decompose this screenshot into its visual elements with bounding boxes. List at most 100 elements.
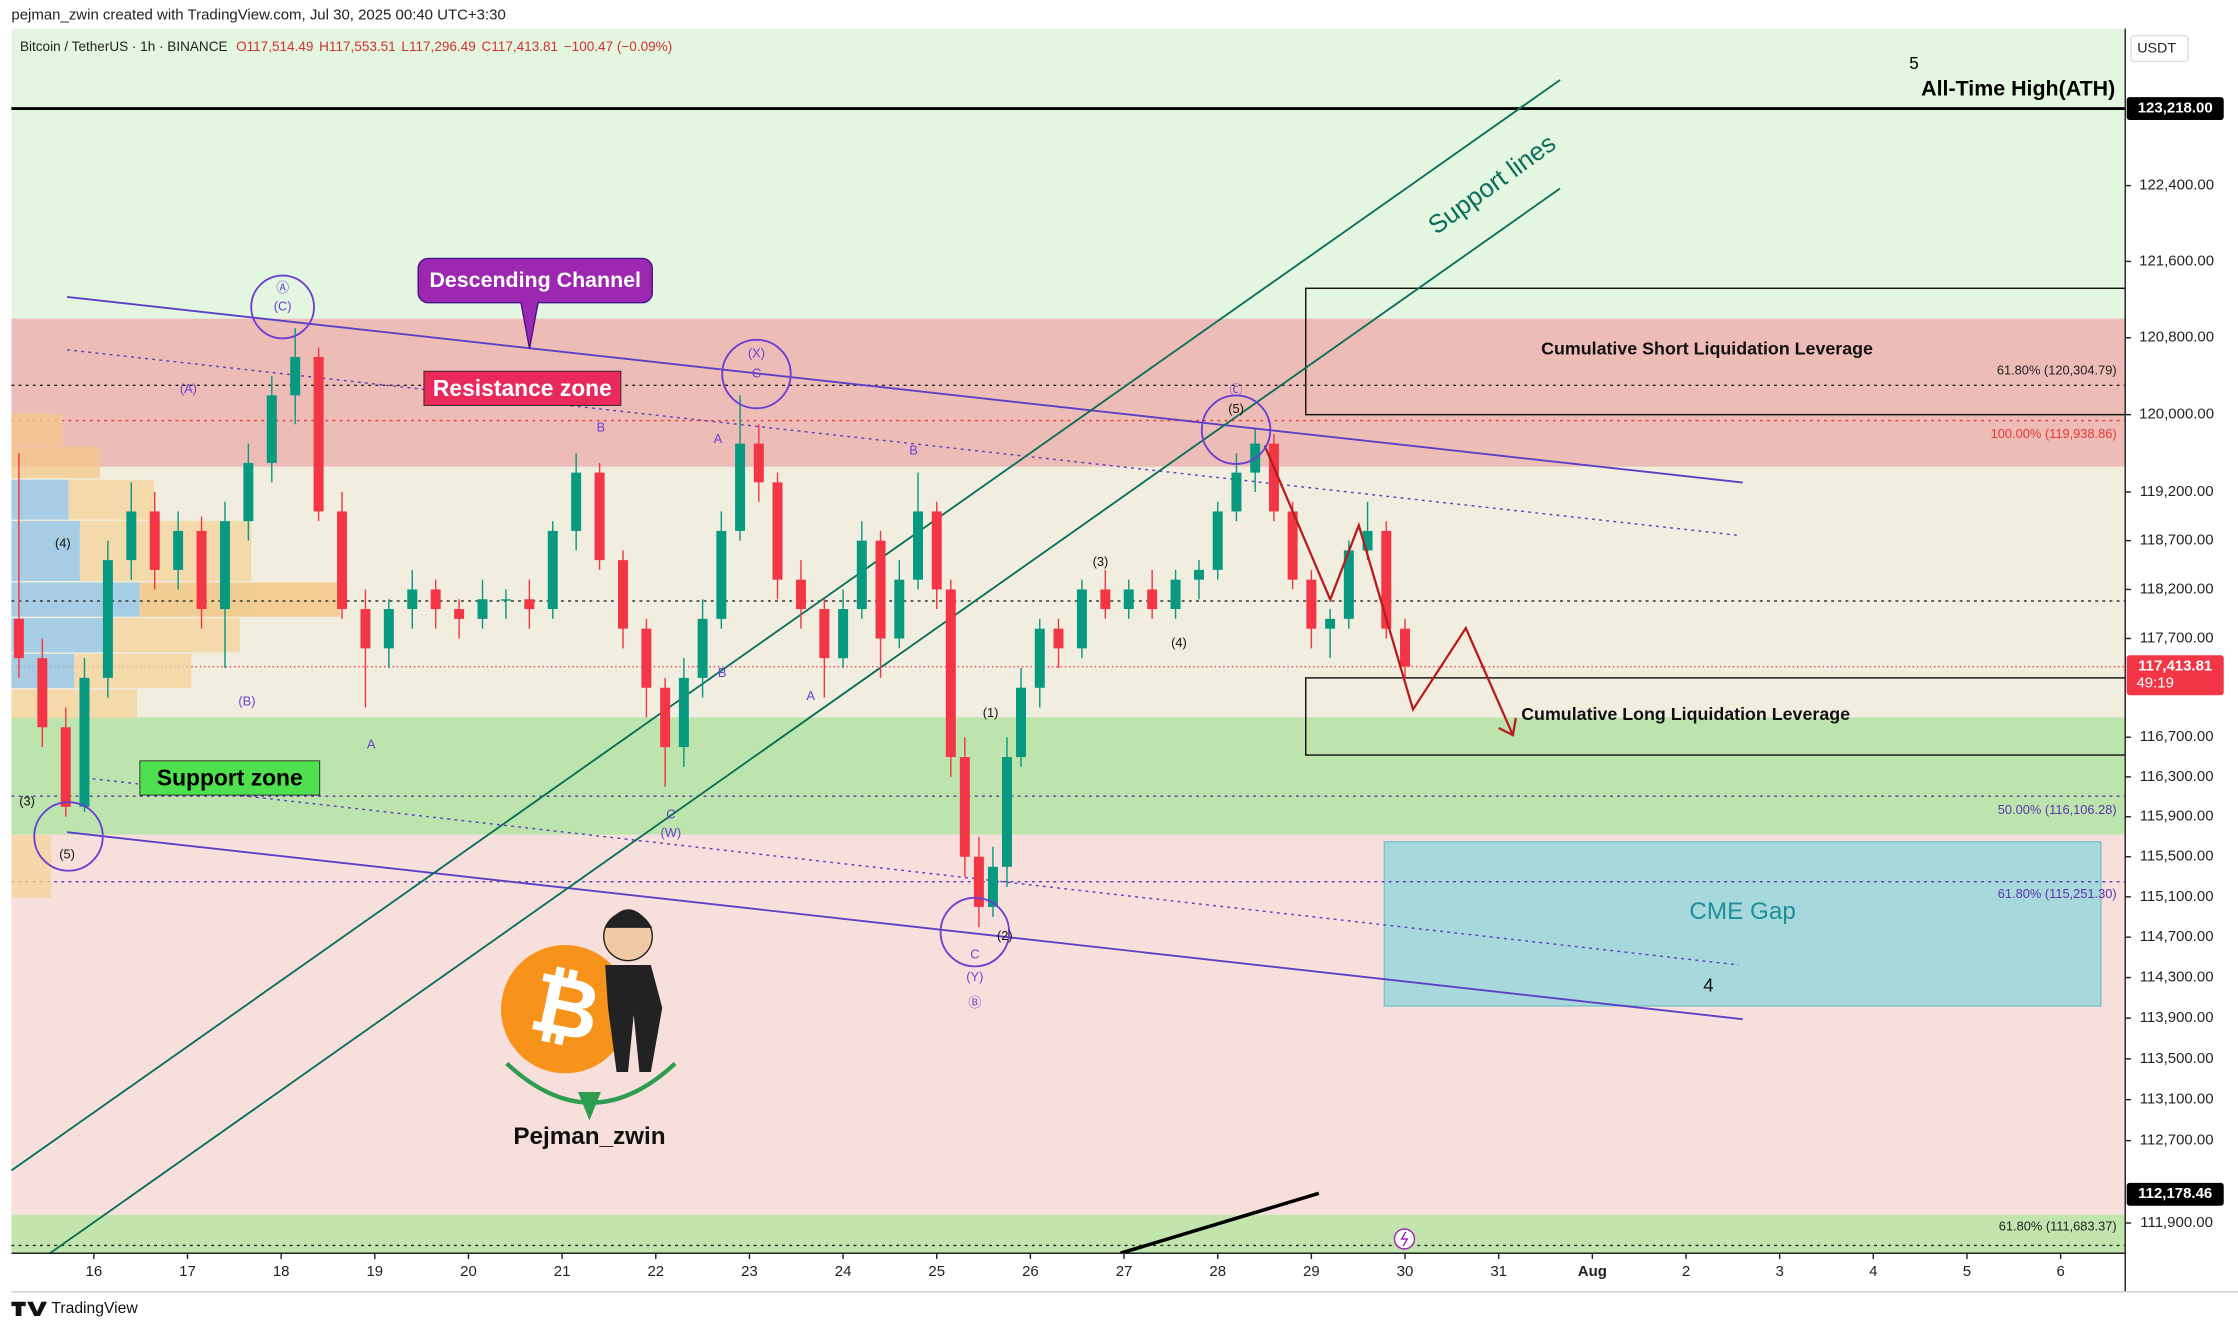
axis-layer: 122,400.00 121,600.00 120,800.00 120,000.00…	[86, 97, 2224, 1280]
author-line: pejman_zwin created with TradingView.com…	[11, 7, 505, 24]
ath-count: 5	[1909, 54, 1919, 73]
candle-body	[660, 687, 671, 748]
candle-body	[819, 609, 830, 659]
fib-label: 61.80% (120,304.79)	[1997, 362, 2117, 377]
ohlc-high: H117,553.51	[319, 39, 396, 54]
x-tick-label: 2	[1682, 1263, 1690, 1280]
profile-bar	[11, 618, 112, 653]
y-tick-label: 113,500.00	[2140, 1050, 2214, 1067]
currency-box	[2130, 35, 2189, 63]
avatar-hair	[605, 909, 653, 928]
x-tick-label: 4	[1869, 1263, 1877, 1280]
y-tick-label: 113,900.00	[2140, 1009, 2214, 1026]
box-label: Cumulative Long Liquidation Leverage	[1521, 704, 1850, 724]
logo-drop	[578, 1091, 601, 1121]
candle-body	[1123, 589, 1134, 610]
y-tick-label: 120,000.00	[2139, 406, 2214, 423]
candle-body	[1268, 443, 1279, 512]
candle-body	[547, 530, 558, 610]
wave-circle	[1200, 394, 1272, 465]
profile-bar	[11, 479, 69, 520]
candle-body	[102, 560, 113, 678]
wave-label: (5)	[1228, 401, 1244, 416]
zone-label-box	[139, 760, 321, 796]
y-tick-label: 121,600.00	[2139, 252, 2214, 269]
wave-label: (2)	[997, 928, 1013, 943]
candle-body	[126, 511, 137, 561]
zone	[11, 318, 2126, 467]
box-label: Cumulative Short Liquidation Leverage	[1541, 338, 1873, 358]
zone-layer	[11, 28, 2126, 1254]
y-tick-label: 122,400.00	[2139, 177, 2214, 194]
avatar-body	[605, 964, 663, 1072]
wave-circle	[33, 801, 104, 872]
x-tick-label: 5	[1963, 1263, 1971, 1280]
candle-body	[219, 521, 230, 610]
y-tick-label: 116,300.00	[2140, 768, 2214, 785]
candle-body	[1076, 589, 1087, 649]
x-tick-label: 20	[460, 1263, 477, 1280]
candle-body	[678, 677, 689, 748]
price-tag-label: 117,413.81	[2138, 658, 2212, 675]
candle-body	[1100, 589, 1111, 610]
x-tick-label: 27	[1116, 1263, 1133, 1280]
wave-label: (A)	[180, 381, 197, 396]
wave-label: C	[970, 946, 979, 961]
candle-body	[959, 757, 970, 857]
symbol: Bitcoin / TetherUS · 1h · BINANCE	[20, 39, 228, 54]
candle-body	[735, 443, 746, 531]
x-tick-label: 21	[554, 1263, 571, 1280]
y-tick-label: 118,700.00	[2140, 532, 2214, 549]
candle-body	[13, 618, 24, 659]
wave-label: (B)	[238, 694, 255, 709]
x-tick-label: 24	[835, 1263, 852, 1280]
bitcoin-logo	[500, 944, 630, 1074]
candle-body	[1362, 530, 1373, 551]
profile-bar	[139, 582, 340, 617]
x-tick-label: 17	[179, 1263, 196, 1280]
candle-body	[79, 677, 90, 807]
x-tick-label: 29	[1303, 1263, 1320, 1280]
candle-body	[753, 443, 764, 483]
x-tick-label: 28	[1209, 1263, 1226, 1280]
candle-body	[360, 609, 371, 649]
wave-label: Ⓐ	[276, 280, 289, 295]
candle-body	[60, 727, 71, 807]
candle-body	[987, 866, 998, 907]
wave-label: (3)	[1093, 554, 1109, 569]
fib-label: 61.80% (115,251.30)	[1998, 886, 2117, 901]
candle-body	[524, 599, 535, 610]
x-tick-label: 22	[647, 1263, 664, 1280]
channel-bottom	[66, 831, 1743, 1021]
wave-label: (4)	[55, 535, 71, 550]
candle-body	[1343, 550, 1354, 619]
profile-bar	[11, 446, 100, 479]
y-tick-label: 119,200.00	[2140, 483, 2214, 500]
candle-body	[697, 618, 708, 678]
candle-body	[407, 589, 418, 610]
zone	[11, 466, 2126, 718]
ohlc-open: O117,514.49	[236, 39, 313, 54]
candle-body	[1381, 530, 1392, 629]
callout-box	[417, 257, 653, 349]
candle-body	[894, 579, 905, 639]
trend-line	[1119, 1191, 1320, 1255]
candle-body	[772, 482, 783, 580]
candle-body	[1400, 628, 1411, 667]
wave-label: (C)	[274, 298, 292, 313]
candle-body	[149, 511, 160, 570]
ohlc-change: −100.47 (−0.09%)	[564, 39, 672, 54]
zone-label: Support zone	[157, 764, 303, 790]
zone-label: Resistance zone	[433, 375, 612, 401]
price-tag-countdown: 49:19	[2136, 675, 2173, 692]
candle-body	[1170, 579, 1181, 610]
candle-body	[477, 599, 488, 619]
price-tag-label: 112,178.46	[2138, 1185, 2212, 1202]
x-tick-label: 18	[273, 1263, 290, 1280]
x-tick-label: 6	[2056, 1263, 2064, 1280]
y-tick-label: 115,900.00	[2140, 808, 2214, 825]
candle-body	[173, 530, 184, 570]
candle-body	[1034, 628, 1045, 688]
zone	[11, 28, 2126, 319]
y-tick-label: 112,700.00	[2140, 1132, 2214, 1149]
